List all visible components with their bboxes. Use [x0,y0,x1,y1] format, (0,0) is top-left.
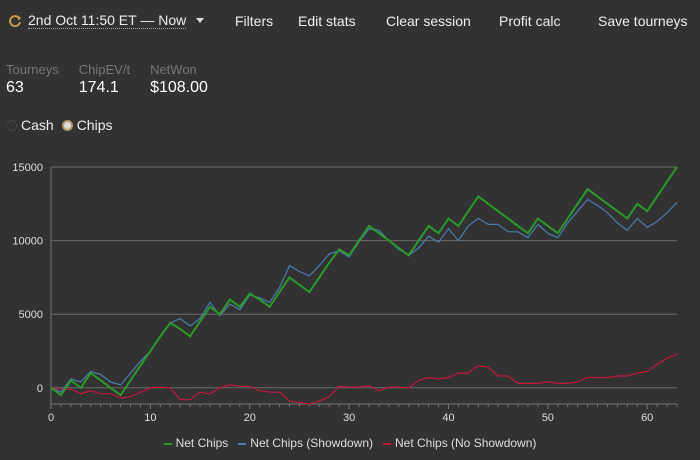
x-tick-label: 50 [542,412,554,424]
stat-netwon: NetWon $108.00 [150,62,208,97]
toolbar: 2nd Oct 11:50 ET — Now Filters Edit stat… [0,10,700,34]
stat-value: 174.1 [78,79,119,96]
stat-label: Tourneys [6,62,59,77]
stats-summary: Tourneys 63 ChipEV/t 174.1 NetWon $108.00 [6,62,208,97]
radio-label: Cash [21,117,54,133]
y-tick-label: 5000 [19,309,43,321]
x-tick-label: 0 [48,412,54,424]
radio-chips[interactable]: Chips [61,117,113,133]
clear-session-button[interactable]: Clear session [386,13,471,29]
y-tick-label: 0 [37,383,43,395]
save-tourneys-button[interactable]: Save tourneys [598,13,688,29]
legend-swatch [238,442,247,445]
series-line-1 [50,198,678,393]
legend-label: Net Chips (No Showdown) [395,436,537,450]
x-tick-label: 20 [244,412,256,424]
chevron-down-icon [196,18,205,23]
mode-radio-group: Cash Chips [6,117,112,133]
series-line-2 [50,353,678,405]
edit-stats-button[interactable]: Edit stats [298,13,356,29]
legend-label: Net Chips [175,436,229,450]
refresh-icon [9,14,22,27]
stat-label: ChipEV/t [78,62,131,77]
stat-chipev: ChipEV/t 174.1 [79,62,130,97]
date-range-selector[interactable]: 2nd Oct 11:50 ET — Now [8,12,205,29]
legend-swatch [163,442,172,445]
stat-value: $108.00 [150,79,208,96]
stat-tourneys: Tourneys 63 [6,62,59,97]
x-tick-label: 30 [343,412,355,424]
stat-label: NetWon [150,62,197,77]
net-chips-chart: 0 5000 10000 15000 0 10 20 30 40 50 60 [12,162,678,424]
series-line-0 [50,166,678,397]
legend-item[interactable]: Net Chips [163,436,229,450]
y-tick-label: 15000 [12,162,43,174]
x-tick-label: 40 [442,412,454,424]
x-tick-label: 10 [144,412,156,424]
date-range-label: 2nd Oct 11:50 ET — Now [28,12,187,29]
legend-swatch [383,442,391,445]
legend-label: Net Chips (Showdown) [250,436,373,450]
x-tick-label: 60 [641,412,653,424]
radio-label: Chips [76,117,113,133]
stat-value: 63 [6,79,24,96]
radio-cash[interactable]: Cash [6,117,54,133]
radio-selected-icon [61,119,73,131]
chart-legend: Net Chips Net Chips (Showdown) Net Chips… [0,436,700,450]
legend-item[interactable]: Net Chips (No Showdown) [383,436,536,450]
legend-item[interactable]: Net Chips (Showdown) [238,436,373,450]
profit-calc-button[interactable]: Profit calc [499,13,561,29]
y-tick-label: 10000 [12,236,43,248]
filters-button[interactable]: Filters [235,13,274,29]
radio-icon [6,119,17,131]
